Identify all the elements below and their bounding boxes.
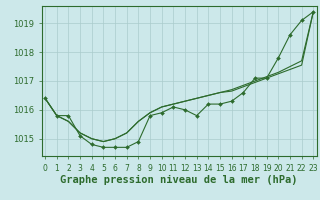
X-axis label: Graphe pression niveau de la mer (hPa): Graphe pression niveau de la mer (hPa) xyxy=(60,175,298,185)
